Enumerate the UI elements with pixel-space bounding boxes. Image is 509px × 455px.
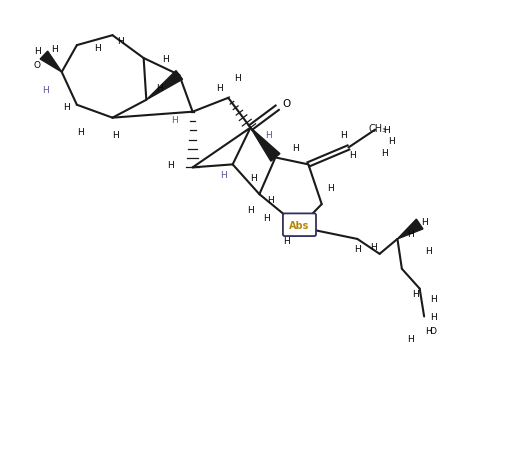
Text: H: H <box>412 289 418 298</box>
Text: H: H <box>94 44 101 52</box>
Text: H: H <box>167 161 174 170</box>
Text: O: O <box>282 99 291 109</box>
Text: H: H <box>282 237 290 246</box>
Text: CH₃: CH₃ <box>369 123 387 133</box>
Text: H: H <box>112 131 119 140</box>
Text: H: H <box>216 84 223 93</box>
Polygon shape <box>398 220 423 239</box>
Text: H: H <box>267 195 273 204</box>
Text: H: H <box>42 86 49 95</box>
Text: H: H <box>250 173 257 182</box>
Text: H: H <box>341 131 347 140</box>
Text: O: O <box>430 326 437 335</box>
Text: H: H <box>430 294 436 303</box>
Text: O: O <box>34 61 41 70</box>
Text: H: H <box>265 131 272 140</box>
Text: H: H <box>156 84 163 93</box>
Text: H: H <box>425 247 432 256</box>
FancyBboxPatch shape <box>283 214 316 237</box>
Text: H: H <box>292 144 298 152</box>
Text: H: H <box>34 47 41 56</box>
Text: H: H <box>247 205 254 214</box>
Text: Abs: Abs <box>289 220 309 230</box>
Polygon shape <box>40 52 62 73</box>
Text: H: H <box>354 245 361 254</box>
Text: H: H <box>220 171 227 179</box>
Polygon shape <box>146 71 183 101</box>
Text: H: H <box>63 103 70 112</box>
Text: H: H <box>117 36 124 46</box>
Polygon shape <box>250 128 280 162</box>
Text: H: H <box>77 128 84 137</box>
Text: H: H <box>162 55 169 63</box>
Text: H: H <box>327 183 334 192</box>
Text: H: H <box>388 137 394 146</box>
Text: H: H <box>381 148 387 157</box>
Text: H: H <box>234 74 241 83</box>
Text: H: H <box>263 213 270 222</box>
Text: H: H <box>307 225 315 234</box>
Text: H: H <box>425 326 432 335</box>
Text: H: H <box>407 230 414 239</box>
Text: H: H <box>172 116 178 125</box>
Text: H: H <box>350 151 356 160</box>
Text: H: H <box>430 312 437 321</box>
Text: H: H <box>407 334 414 343</box>
Text: H: H <box>51 45 58 54</box>
Text: H: H <box>383 126 390 135</box>
Text: H: H <box>421 217 428 226</box>
Text: H: H <box>370 243 377 252</box>
